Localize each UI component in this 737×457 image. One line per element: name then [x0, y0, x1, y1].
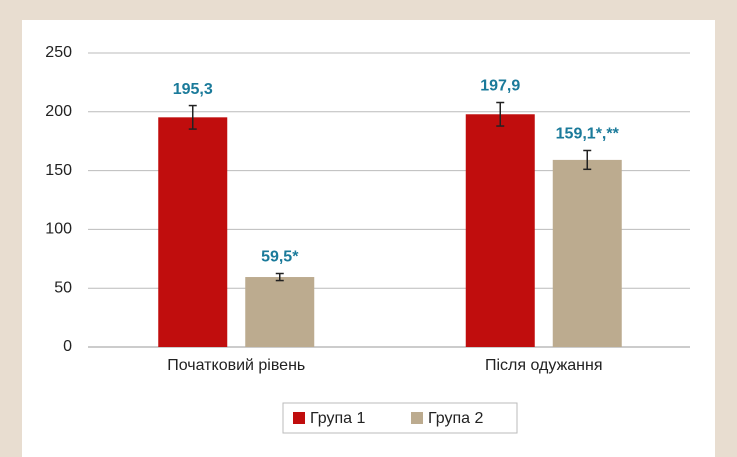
y-tick-label: 100: [45, 221, 72, 238]
value-label: 159,1*,**: [556, 126, 620, 143]
legend-box: [282, 402, 518, 434]
y-tick-label: 150: [45, 162, 72, 179]
y-tick-label: 0: [63, 338, 72, 355]
legend-label: Група 2: [428, 410, 483, 427]
value-label: 195,3: [173, 81, 213, 98]
bar: [465, 114, 535, 348]
y-tick-label: 50: [54, 279, 72, 296]
legend-label: Група 1: [310, 410, 365, 427]
x-tick-label: Після одужання: [485, 357, 603, 374]
legend-swatch: [293, 412, 305, 424]
legend-swatch: [411, 412, 423, 424]
bar: [245, 277, 315, 347]
x-tick-label: Початковий рівень: [167, 357, 305, 374]
y-tick-label: 200: [45, 103, 72, 120]
bar: [552, 159, 622, 347]
value-label: 197,9: [480, 78, 520, 95]
value-label: 59,5*: [261, 249, 299, 266]
y-tick-label: 250: [45, 44, 72, 61]
bar: [158, 117, 228, 347]
